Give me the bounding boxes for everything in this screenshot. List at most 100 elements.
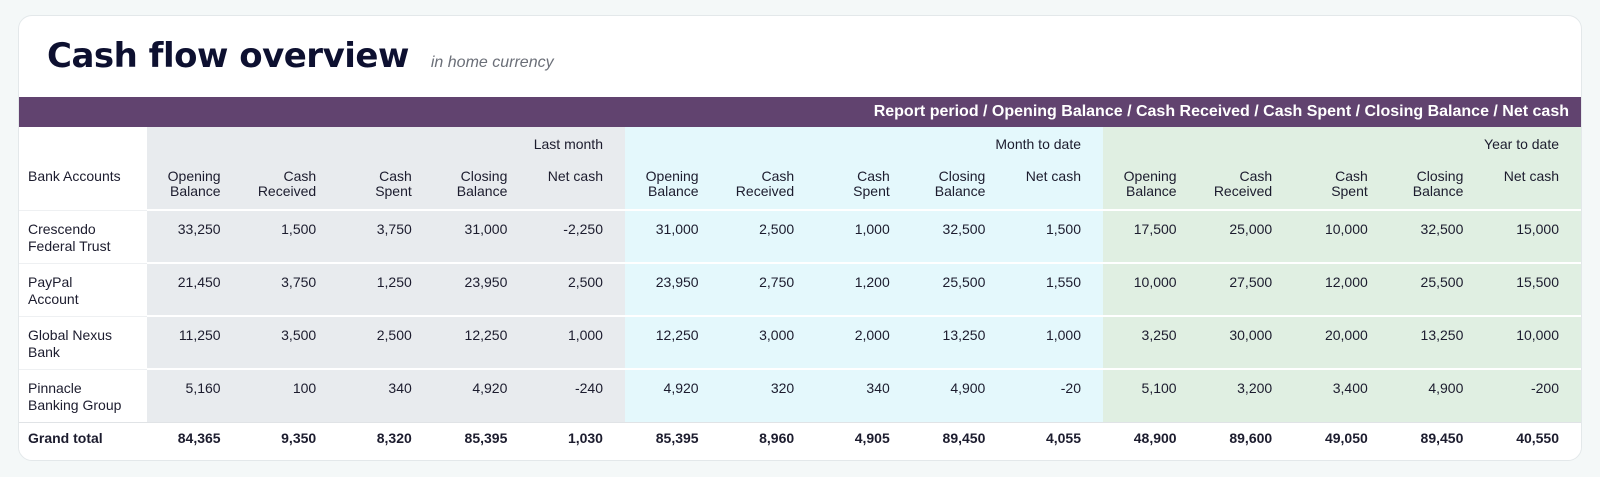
table-cell: 17,500 xyxy=(1103,209,1199,263)
table-cell: 2,500 xyxy=(338,315,434,369)
table-cell: 3,750 xyxy=(242,262,339,316)
column-header: Opening Balance xyxy=(624,161,721,210)
table-cell: 4,900 xyxy=(1389,368,1486,422)
report-banner: Report period / Opening Balance / Cash R… xyxy=(19,97,1581,127)
table-cell: 15,500 xyxy=(1485,262,1581,316)
grand-total-cell: 89,600 xyxy=(1198,421,1295,454)
table-cell: 32,500 xyxy=(911,209,1008,263)
account-name: PayPal Account xyxy=(19,262,147,316)
grand-total-cell: 89,450 xyxy=(1389,421,1486,454)
title-row: Cash flow overview in home currency xyxy=(47,36,554,86)
table-cell: 3,400 xyxy=(1294,368,1390,422)
table-cell: 31,000 xyxy=(433,209,530,263)
grand-total-cell: 84,365 xyxy=(147,421,243,454)
table-cell: 12,250 xyxy=(433,315,530,369)
table-cell: 3,500 xyxy=(242,315,339,369)
table-cell: 100 xyxy=(242,368,339,422)
table-cell: 3,250 xyxy=(1103,315,1199,369)
table-cell: 25,500 xyxy=(1389,262,1486,316)
table-cell: 12,000 xyxy=(1294,262,1390,316)
table-cell: 10,000 xyxy=(1103,262,1199,316)
grand-total-cell: 9,350 xyxy=(242,421,339,454)
table-cell: -240 xyxy=(529,368,625,422)
table-cell: 3,200 xyxy=(1198,368,1295,422)
table-cell: 21,450 xyxy=(147,262,243,316)
grand-total-cell: 4,905 xyxy=(816,421,912,454)
period-header-row: Last month Month to date Year to date xyxy=(19,127,1581,161)
table-cell: 15,000 xyxy=(1485,209,1581,263)
grand-total-cell: 40,550 xyxy=(1485,421,1581,454)
column-header: Net cash xyxy=(1485,161,1581,210)
period-header: Last month xyxy=(147,127,625,161)
column-header: Closing Balance xyxy=(1389,161,1486,210)
grand-total-cell: 8,320 xyxy=(338,421,434,454)
table-cell: 1,000 xyxy=(816,209,912,263)
column-header: Cash Received xyxy=(1198,161,1295,210)
table-cell: 10,000 xyxy=(1485,315,1581,369)
grand-total-cell: 85,395 xyxy=(624,421,721,454)
grand-total-label: Grand total xyxy=(19,421,147,454)
table-cell: 30,000 xyxy=(1198,315,1295,369)
column-header: Opening Balance xyxy=(147,161,243,210)
column-header: Closing Balance xyxy=(911,161,1008,210)
grand-total-cell: 85,395 xyxy=(433,421,530,454)
table-cell: 4,900 xyxy=(911,368,1008,422)
table-cell: 1,200 xyxy=(816,262,912,316)
table-cell: 2,500 xyxy=(529,262,625,316)
column-header: Cash Spent xyxy=(338,161,434,210)
table-cell: -2,250 xyxy=(529,209,625,263)
table-cell: 23,950 xyxy=(624,262,721,316)
column-header: Net cash xyxy=(1007,161,1103,210)
table-cell: 320 xyxy=(720,368,817,422)
column-header-row: Bank Accounts Opening Balance Cash Receive… xyxy=(19,161,1581,210)
grand-total-row: Grand total 84,365 9,350 8,320 85,395 1,030 85… xyxy=(19,421,1581,454)
column-header: Cash Received xyxy=(242,161,339,210)
cash-flow-table: Last month Month to date Year to date Bank … xyxy=(19,127,1581,454)
table-cell: 31,000 xyxy=(624,209,721,263)
table-cell: 13,250 xyxy=(911,315,1008,369)
table-cell: 5,100 xyxy=(1103,368,1199,422)
table-cell: 1,000 xyxy=(1007,315,1103,369)
account-name: Pinnacle Banking Group xyxy=(19,368,147,422)
table-cell: 25,000 xyxy=(1198,209,1295,263)
table-cell: 12,250 xyxy=(624,315,721,369)
table-row: Global Nexus Bank 11,250 3,500 2,500 12,250 1… xyxy=(19,315,1581,369)
column-header: Cash Spent xyxy=(816,161,912,210)
table-cell: 1,550 xyxy=(1007,262,1103,316)
table-cell: 20,000 xyxy=(1294,315,1390,369)
column-header: Closing Balance xyxy=(433,161,530,210)
grand-total-cell: 4,055 xyxy=(1007,421,1103,454)
table-cell: 27,500 xyxy=(1198,262,1295,316)
table-cell: 4,920 xyxy=(624,368,721,422)
grand-total-cell: 49,050 xyxy=(1294,421,1390,454)
table-cell: -20 xyxy=(1007,368,1103,422)
column-header: Opening Balance xyxy=(1103,161,1199,210)
grand-total-cell: 89,450 xyxy=(911,421,1008,454)
table-cell: 2,750 xyxy=(720,262,817,316)
account-name: Global Nexus Bank xyxy=(19,315,147,369)
table-cell: 1,500 xyxy=(1007,209,1103,263)
grand-total-cell: 48,900 xyxy=(1103,421,1199,454)
table-row: Pinnacle Banking Group 5,160 100 340 4,920 -2… xyxy=(19,368,1581,422)
table-cell: 340 xyxy=(338,368,434,422)
table-cell: -200 xyxy=(1485,368,1581,422)
table-cell: 23,950 xyxy=(433,262,530,316)
table-cell: 32,500 xyxy=(1389,209,1486,263)
column-header: Cash Received xyxy=(720,161,817,210)
table-cell: 2,500 xyxy=(720,209,817,263)
table-cell: 13,250 xyxy=(1389,315,1486,369)
table-row: Crescendo Federal Trust 33,250 1,500 3,750 3… xyxy=(19,209,1581,263)
table-cell: 1,250 xyxy=(338,262,434,316)
table-cell: 2,000 xyxy=(816,315,912,369)
table-cell: 33,250 xyxy=(147,209,243,263)
account-name: Crescendo Federal Trust xyxy=(19,209,147,263)
table-cell: 3,750 xyxy=(338,209,434,263)
grand-total-cell: 1,030 xyxy=(529,421,625,454)
table-cell: 5,160 xyxy=(147,368,243,422)
table-cell: 1,500 xyxy=(242,209,339,263)
cash-flow-card: Cash flow overview in home currency Repo… xyxy=(18,15,1582,461)
table-cell: 3,000 xyxy=(720,315,817,369)
table-row: PayPal Account 21,450 3,750 1,250 23,950 2,50… xyxy=(19,262,1581,316)
table-cell: 4,920 xyxy=(433,368,530,422)
row-header-label: Bank Accounts xyxy=(19,161,147,210)
